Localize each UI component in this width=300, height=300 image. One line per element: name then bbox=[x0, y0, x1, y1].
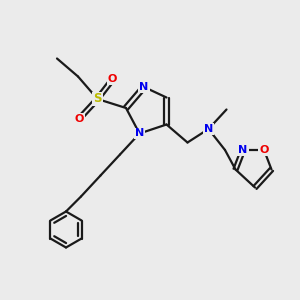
Text: O: O bbox=[75, 113, 84, 124]
Text: N: N bbox=[204, 124, 213, 134]
Text: O: O bbox=[259, 145, 269, 155]
Text: S: S bbox=[93, 92, 102, 106]
Text: O: O bbox=[108, 74, 117, 85]
Text: N: N bbox=[140, 82, 148, 92]
Text: N: N bbox=[238, 145, 247, 155]
Text: N: N bbox=[135, 128, 144, 139]
